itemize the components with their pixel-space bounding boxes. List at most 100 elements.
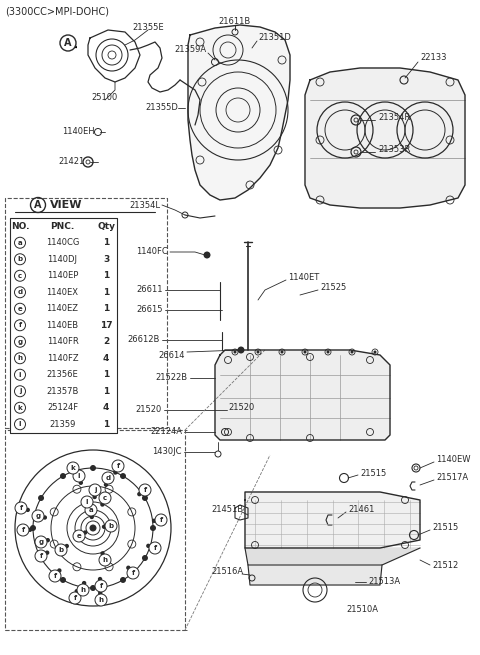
Text: 21421: 21421 <box>58 157 84 166</box>
Circle shape <box>350 350 353 354</box>
Text: b: b <box>17 256 23 262</box>
Text: b: b <box>59 547 63 553</box>
Text: a: a <box>89 507 93 513</box>
Text: 1140CG: 1140CG <box>46 238 79 247</box>
Text: e: e <box>77 533 82 539</box>
Text: h: h <box>17 355 23 362</box>
Circle shape <box>77 584 89 596</box>
Circle shape <box>113 470 118 475</box>
Text: 21356E: 21356E <box>47 370 78 379</box>
Circle shape <box>14 336 25 347</box>
Text: (3300CC>MPI-DOHC): (3300CC>MPI-DOHC) <box>5 7 109 17</box>
Polygon shape <box>245 548 420 565</box>
Circle shape <box>60 473 66 479</box>
Text: 21510A: 21510A <box>346 605 378 614</box>
Text: 1140FC: 1140FC <box>136 248 168 257</box>
Text: b: b <box>108 523 114 529</box>
Text: 21359: 21359 <box>49 420 76 429</box>
Circle shape <box>14 271 25 281</box>
Circle shape <box>95 580 107 592</box>
Circle shape <box>14 320 25 331</box>
Text: 22133: 22133 <box>420 54 446 62</box>
Polygon shape <box>305 68 465 208</box>
Text: Qty: Qty <box>97 222 115 231</box>
Circle shape <box>28 527 32 532</box>
Text: d: d <box>106 475 110 481</box>
Circle shape <box>38 495 44 501</box>
Text: 17: 17 <box>100 321 112 329</box>
Text: f: f <box>39 553 43 559</box>
Text: 26614: 26614 <box>158 350 185 360</box>
Circle shape <box>95 594 107 606</box>
Circle shape <box>155 514 167 526</box>
Text: i: i <box>78 473 80 479</box>
Circle shape <box>55 544 67 556</box>
Polygon shape <box>188 25 290 200</box>
Text: 21354R: 21354R <box>378 113 410 122</box>
Text: 1140ET: 1140ET <box>288 274 319 282</box>
Circle shape <box>100 552 105 555</box>
Text: d: d <box>17 290 23 295</box>
Circle shape <box>142 495 148 501</box>
Circle shape <box>104 483 108 487</box>
Circle shape <box>86 506 91 511</box>
Text: 21522B: 21522B <box>156 373 188 383</box>
Circle shape <box>100 502 105 507</box>
Text: c: c <box>18 272 22 279</box>
Text: l: l <box>19 421 21 427</box>
Text: 22124A: 22124A <box>150 428 182 436</box>
Text: 21516A: 21516A <box>212 567 244 576</box>
Circle shape <box>303 350 307 354</box>
Circle shape <box>83 531 87 534</box>
Text: 26611: 26611 <box>136 286 163 295</box>
Circle shape <box>93 495 97 499</box>
Circle shape <box>17 524 29 536</box>
Text: 25100: 25100 <box>92 92 118 102</box>
Circle shape <box>60 577 66 583</box>
Circle shape <box>14 353 25 364</box>
Text: 21611B: 21611B <box>219 18 251 26</box>
Circle shape <box>73 472 77 477</box>
Circle shape <box>126 565 131 570</box>
Text: 2: 2 <box>103 337 109 346</box>
Circle shape <box>15 502 27 514</box>
Text: h: h <box>103 557 108 563</box>
Text: h: h <box>81 587 85 593</box>
Circle shape <box>99 554 111 566</box>
Text: f: f <box>154 545 156 551</box>
Text: j: j <box>19 388 21 394</box>
Text: 21451B: 21451B <box>212 506 244 514</box>
Text: 1140EW: 1140EW <box>436 455 470 464</box>
Circle shape <box>82 581 86 586</box>
Circle shape <box>98 577 102 581</box>
Circle shape <box>233 350 237 354</box>
Circle shape <box>67 462 79 474</box>
Text: f: f <box>99 583 103 589</box>
Circle shape <box>238 346 244 354</box>
Text: k: k <box>18 405 23 411</box>
Circle shape <box>215 451 221 457</box>
Text: f: f <box>144 487 146 493</box>
Circle shape <box>35 536 47 548</box>
Text: 21355E: 21355E <box>132 22 164 31</box>
Text: f: f <box>73 595 77 601</box>
Text: 21513A: 21513A <box>368 578 400 586</box>
Circle shape <box>60 35 76 51</box>
Text: 1140EP: 1140EP <box>47 271 78 280</box>
Text: 25124F: 25124F <box>47 403 78 412</box>
Text: f: f <box>18 322 22 328</box>
Text: c: c <box>103 495 107 501</box>
Text: g: g <box>36 513 41 519</box>
Circle shape <box>57 569 61 572</box>
Circle shape <box>30 525 36 531</box>
Text: NO.: NO. <box>11 222 29 231</box>
Polygon shape <box>215 350 390 440</box>
Text: 3: 3 <box>103 255 109 264</box>
Text: h: h <box>98 597 104 603</box>
Text: 21353R: 21353R <box>378 145 410 155</box>
Text: 1: 1 <box>103 305 109 313</box>
Text: 1140EH: 1140EH <box>62 128 95 136</box>
Circle shape <box>152 519 156 523</box>
Circle shape <box>90 585 96 591</box>
Circle shape <box>102 525 106 529</box>
